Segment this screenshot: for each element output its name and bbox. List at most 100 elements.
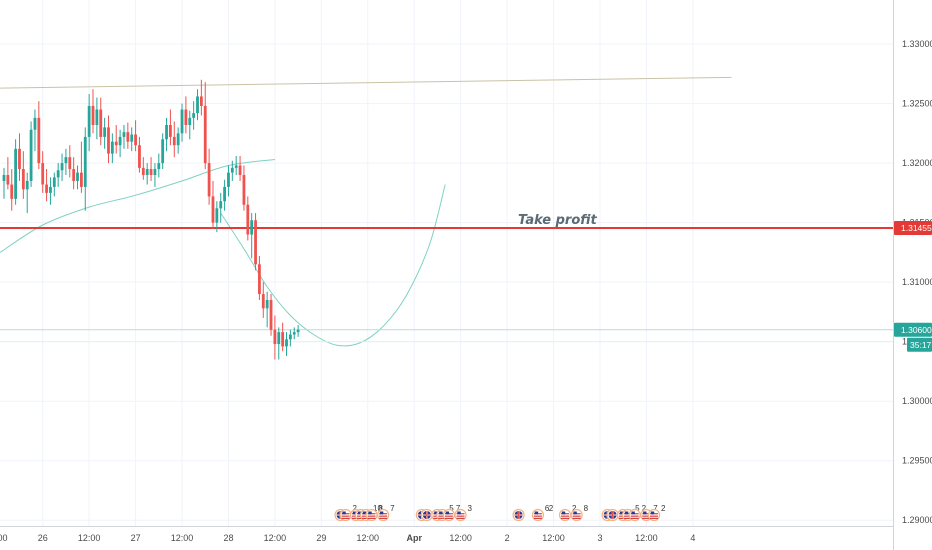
flag-stripe bbox=[533, 517, 542, 519]
x-tick-label: Apr bbox=[406, 533, 422, 543]
candle-body bbox=[149, 169, 153, 175]
uk-flag-icon[interactable] bbox=[512, 508, 525, 522]
candle-body bbox=[56, 170, 60, 178]
candle-body bbox=[169, 125, 172, 137]
event-count: 7 bbox=[456, 504, 461, 513]
candle-body bbox=[126, 132, 130, 142]
candle-body bbox=[285, 339, 288, 347]
flag-stripe bbox=[379, 515, 388, 517]
event-count: 10 bbox=[373, 504, 382, 513]
flag-canton bbox=[650, 511, 655, 515]
x-tick-label: 12:00 bbox=[171, 533, 194, 543]
us-flag-icon[interactable] bbox=[628, 508, 641, 522]
x-tick-label: 12:00 bbox=[635, 533, 658, 543]
candle-body bbox=[184, 109, 188, 125]
flag-stripe bbox=[630, 515, 639, 517]
candle-body bbox=[219, 201, 223, 209]
us-flag-icon[interactable] bbox=[377, 508, 390, 522]
candle-body bbox=[227, 172, 230, 187]
candle-body bbox=[107, 127, 110, 154]
flag-canton bbox=[357, 511, 362, 515]
flag-canton bbox=[434, 511, 438, 515]
candle-body bbox=[296, 329, 300, 333]
candle-body bbox=[60, 163, 64, 171]
event-count: 8 bbox=[584, 504, 589, 513]
x-tick-label: 12:00 bbox=[542, 533, 565, 543]
flag-canton bbox=[631, 511, 635, 515]
x-tick-label: 12:00 bbox=[0, 533, 8, 543]
candle-body bbox=[258, 264, 261, 295]
us-flag-icon[interactable] bbox=[570, 508, 583, 522]
candle-body bbox=[273, 329, 277, 345]
us-flag-icon[interactable] bbox=[454, 508, 467, 522]
candle-body bbox=[52, 177, 56, 187]
event-count: 6 bbox=[545, 504, 550, 513]
x-tick-label: 29 bbox=[316, 533, 326, 543]
us-flag-icon[interactable] bbox=[558, 508, 572, 522]
y-tick-label: 1.33000 bbox=[902, 39, 932, 49]
grid bbox=[0, 0, 893, 526]
candle-body bbox=[141, 167, 145, 175]
us-flag-icon[interactable] bbox=[442, 508, 456, 522]
candle-body bbox=[14, 148, 18, 199]
flag-stripe bbox=[630, 517, 639, 519]
candle-body bbox=[41, 163, 45, 185]
uk-flag-icon[interactable] bbox=[420, 508, 433, 522]
flag-stripe bbox=[572, 515, 581, 517]
trend-line bbox=[0, 76, 732, 89]
candle-body bbox=[76, 172, 79, 181]
uk-flag-icon[interactable] bbox=[606, 508, 619, 522]
x-tick-label: 2 bbox=[505, 533, 510, 543]
flag-canton bbox=[368, 511, 372, 515]
flag-canton bbox=[362, 511, 367, 515]
event-count: 7 bbox=[390, 504, 395, 513]
candle-body bbox=[269, 300, 273, 330]
event-count: 3 bbox=[468, 504, 473, 513]
candle-body bbox=[153, 169, 157, 175]
candles bbox=[2, 79, 300, 360]
current-price-tag-bg bbox=[894, 322, 932, 337]
countdown-label: 35:17 bbox=[910, 340, 932, 350]
event-count: 2 bbox=[572, 504, 577, 513]
candle-body bbox=[265, 300, 269, 309]
candle-body bbox=[118, 136, 122, 146]
x-tick-label: 27 bbox=[131, 533, 141, 543]
flag-stripe bbox=[642, 515, 651, 517]
candle-body bbox=[254, 220, 257, 265]
candle-body bbox=[230, 167, 234, 173]
price-tags: 1.31455 1.30600 35:17 bbox=[894, 220, 932, 352]
candle-body bbox=[64, 157, 68, 164]
target-curve bbox=[220, 184, 446, 347]
candle-body bbox=[25, 180, 29, 190]
candle-body bbox=[277, 332, 281, 345]
candle-body bbox=[18, 148, 21, 170]
candle-body bbox=[122, 132, 126, 137]
x-tick-label: 12:00 bbox=[264, 533, 287, 543]
candle-body bbox=[196, 96, 199, 114]
candle-body bbox=[91, 105, 95, 125]
candle-body bbox=[292, 332, 296, 335]
us-flag-icon[interactable] bbox=[531, 508, 545, 522]
flag-stripe bbox=[650, 517, 659, 519]
candle-body bbox=[45, 184, 48, 193]
us-flag-icon[interactable] bbox=[647, 508, 661, 522]
flag-canton bbox=[534, 511, 539, 515]
take-profit-price-tag-bg bbox=[894, 220, 932, 235]
y-tick-label: 1.29500 bbox=[902, 456, 932, 466]
candle-body bbox=[80, 172, 83, 187]
economic-events: 2 108 7 5 7 3 6 2 2 8 5 2 7 2 bbox=[334, 504, 666, 522]
candle-body bbox=[6, 175, 10, 185]
x-tick-label: 12:00 bbox=[449, 533, 472, 543]
candle-body bbox=[49, 186, 52, 193]
us-flag-icon[interactable] bbox=[365, 508, 378, 522]
candle-body bbox=[161, 139, 165, 164]
flag-canton bbox=[624, 511, 629, 515]
flag-stripe bbox=[341, 515, 350, 517]
us-flag-icon[interactable] bbox=[339, 508, 352, 522]
event-count: 2 bbox=[549, 504, 554, 513]
flag-stripe bbox=[624, 517, 633, 519]
candle-body bbox=[281, 332, 285, 347]
y-tick-label: 1.29000 bbox=[902, 515, 932, 525]
